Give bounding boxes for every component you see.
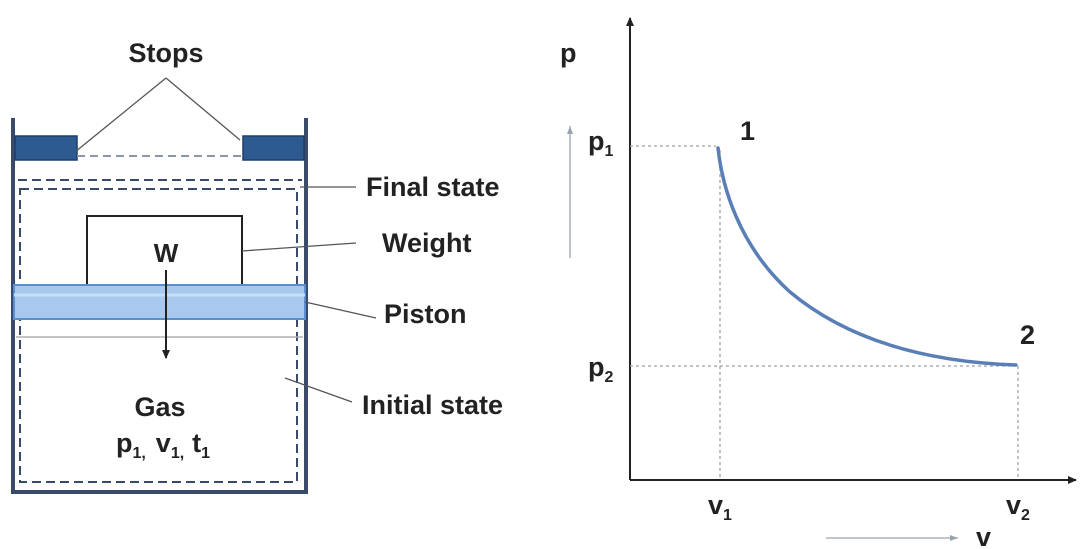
v2-sub: 2 — [1021, 507, 1030, 524]
gas-v-sub: 1, — [171, 445, 184, 462]
p1-main: p — [588, 126, 605, 156]
v2-main: v — [1006, 490, 1021, 520]
final-state-dashed-box — [19, 188, 298, 483]
weight-leader — [241, 242, 357, 252]
stops-leader-right — [165, 77, 241, 141]
stops-leader-left — [74, 77, 167, 153]
p2-sub: 2 — [605, 369, 614, 386]
gas-label: Gas — [134, 392, 185, 422]
v1-sub: 1 — [723, 507, 732, 524]
v1-main: v — [708, 490, 723, 520]
stops-label: Stops — [128, 38, 203, 68]
p2-label: p2 — [588, 352, 614, 386]
piston — [13, 284, 306, 320]
expansion-curve — [716, 146, 1018, 367]
point-1-label: 1 — [740, 116, 755, 146]
v1-label: v1 — [708, 490, 732, 524]
gas-properties: p1, v1, t1 — [116, 428, 210, 462]
gas-t-sub: 1 — [201, 445, 210, 462]
final-state-label: Final state — [366, 172, 500, 202]
weight-symbol: W — [154, 238, 179, 268]
initial-state-label: Initial state — [362, 390, 503, 420]
initial-state-leader — [284, 377, 353, 403]
p1-sub: 1 — [605, 143, 614, 160]
v2-label: v2 — [1006, 490, 1030, 524]
pv-diagram: p p1 p2 1 2 v1 v2 v — [560, 17, 1077, 549]
point-2-label: 2 — [1020, 320, 1035, 350]
piston-leader — [304, 301, 377, 319]
v-axis-label: v — [976, 522, 991, 549]
piston-cylinder-diagram: Stops Final state Weight Piston Initial … — [11, 38, 503, 494]
gas-p: p — [116, 428, 133, 458]
p-axis-label: p — [560, 38, 577, 68]
p2-main: p — [588, 352, 605, 382]
gas-t: t — [192, 428, 201, 458]
piston-label: Piston — [384, 299, 467, 329]
p1-label: p1 — [588, 126, 614, 160]
stop-left — [14, 135, 78, 161]
weight-block — [86, 215, 243, 286]
weight-label: Weight — [382, 228, 472, 258]
stop-right — [242, 135, 305, 161]
gas-v: v — [156, 428, 171, 458]
gas-p-sub: 1, — [132, 445, 145, 462]
